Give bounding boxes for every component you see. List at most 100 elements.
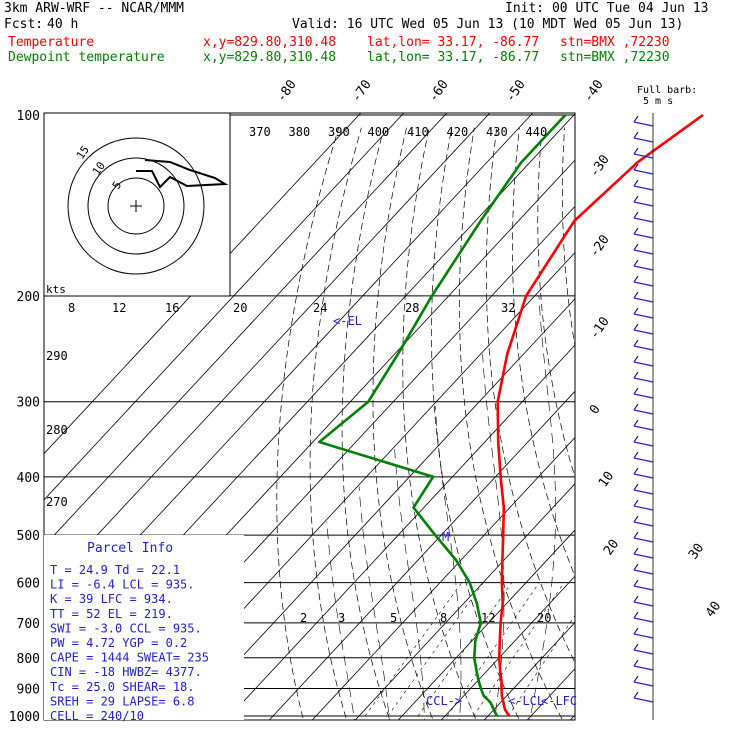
isotherm-line — [440, 575, 575, 720]
wind-barb-flag — [633, 579, 639, 587]
wind-barb-flag — [633, 659, 639, 667]
wind-barb-header: Full barb: — [637, 85, 697, 96]
wind-barb-flag — [633, 419, 639, 427]
pressure-tick-label: 800 — [17, 652, 40, 667]
wind-barb — [633, 585, 654, 591]
temperature-legend: Temperature — [8, 35, 95, 50]
wind-barb-flag — [633, 691, 639, 699]
wind-barb-flag — [633, 259, 639, 267]
theta-left-label: 280 — [46, 423, 68, 437]
hodograph-speed-label: 20 — [233, 301, 247, 315]
hodograph-speed-label: 32 — [501, 301, 515, 315]
wind-barb-flag — [633, 339, 639, 347]
dry-adiabat — [485, 127, 575, 664]
temperature-latlon: lat,lon= 33.17, -86.77 — [367, 35, 540, 50]
parcel-row: PW = 4.72 YGP = 0.2 — [50, 636, 187, 650]
parcel-row: LI = -6.4 LCL = 935. — [50, 578, 195, 592]
wind-barb-flag — [633, 195, 639, 203]
parcel-annotation: M — [442, 530, 449, 544]
hodograph-speed-label: 8 — [68, 301, 75, 315]
parcel-box-bg — [44, 535, 244, 720]
dewpoint-legend: Dewpoint temperature — [8, 50, 165, 65]
wind-barb-flag — [633, 515, 639, 523]
model-title: 3km ARW-WRF -- NCAR/MMM — [4, 1, 185, 16]
isotherm-label: 20 — [601, 537, 622, 558]
theta-label: 400 — [368, 125, 390, 139]
hodograph-ring — [87, 157, 185, 255]
parcel-row: SREH = 29 LAPSE= 6.8 — [50, 694, 195, 708]
wind-barb — [633, 249, 654, 255]
wind-barb-flag — [633, 531, 639, 539]
wind-barb-flag — [633, 643, 639, 651]
parcel-row: Tc = 25.0 SHEAR= 18. — [50, 680, 195, 694]
wind-barb — [633, 473, 654, 479]
wind-barb-flag — [633, 483, 639, 491]
moist-adiabat — [326, 521, 355, 720]
valid-time: Valid: 16 UTC Wed 05 Jun 13 (10 MDT Wed … — [292, 17, 684, 32]
isotherm-label: -50 — [503, 77, 529, 105]
moist-adiabat — [358, 486, 390, 720]
parcel-row: CELL = 240/10 — [50, 709, 144, 723]
dewpoint-xy: x,y=829.80,310.48 — [203, 50, 337, 65]
wind-barb — [633, 121, 654, 127]
wind-barb — [633, 649, 654, 655]
wind-barb-flag — [633, 131, 639, 139]
dry-adiabat — [723, 128, 740, 729]
hodograph-speed-label: 12 — [112, 301, 126, 315]
pressure-tick-label: 200 — [17, 290, 40, 305]
temperature-line — [496, 113, 704, 717]
moist-adiabat — [482, 354, 505, 720]
wind-barb — [633, 505, 654, 511]
mixing-ratio-line — [473, 582, 565, 717]
dry-adiabat — [341, 127, 391, 720]
wind-barb-flag — [633, 243, 639, 251]
hodograph-ring — [107, 177, 165, 235]
wind-barb — [633, 521, 654, 527]
pressure-tick-label: 500 — [17, 529, 40, 544]
theta-label: 370 — [249, 125, 271, 139]
isotherm-line — [44, 113, 362, 455]
wind-barb-flag — [633, 355, 639, 363]
temperature-station: stn=BMX ,72230 — [560, 35, 670, 50]
dry-adiabat — [276, 127, 340, 720]
wind-barb — [633, 265, 654, 271]
dry-adiabat — [402, 127, 477, 720]
isotherm-label: 10 — [596, 469, 617, 490]
wind-barb — [633, 281, 654, 287]
hodograph-ring-label: 10 — [90, 159, 108, 177]
mixing-ratio-label: 20 — [537, 611, 551, 625]
wind-barb-flag — [633, 675, 639, 683]
forecast-label: Fcst: — [4, 17, 44, 32]
dry-adiabat — [586, 128, 740, 729]
wind-barb — [633, 601, 654, 607]
parcel-row: TT = 52 EL = 219. — [50, 607, 173, 621]
hodograph-ring — [67, 137, 205, 275]
wind-barb-flag — [633, 435, 639, 443]
wind-barb — [633, 457, 654, 463]
dewpoint-line — [318, 114, 567, 717]
pressure-tick-label: 900 — [17, 682, 40, 697]
isotherm-line — [44, 113, 448, 547]
isotherm-label: -10 — [587, 314, 613, 342]
wind-barb — [633, 617, 654, 623]
wind-barb — [633, 425, 654, 431]
mixing-ratio-label: 12 — [481, 611, 495, 625]
hodograph-speed-label: 16 — [165, 301, 179, 315]
moist-adiabat — [394, 449, 425, 720]
isotherm-line — [311, 436, 575, 720]
wind-barb — [633, 361, 654, 367]
wind-barb-flag — [633, 323, 639, 331]
wind-barb — [633, 441, 654, 447]
mixing-ratio-label: 8 — [440, 611, 447, 625]
pressure-tick-label: 1000 — [9, 710, 40, 725]
wind-barb — [633, 201, 654, 207]
wind-barb-flag — [633, 275, 639, 283]
wind-barb — [633, 553, 654, 559]
wind-barb-flag — [633, 547, 639, 555]
wind-barb — [633, 297, 654, 303]
isotherm-label: 40 — [703, 599, 724, 620]
isotherm-label: -20 — [587, 232, 613, 260]
